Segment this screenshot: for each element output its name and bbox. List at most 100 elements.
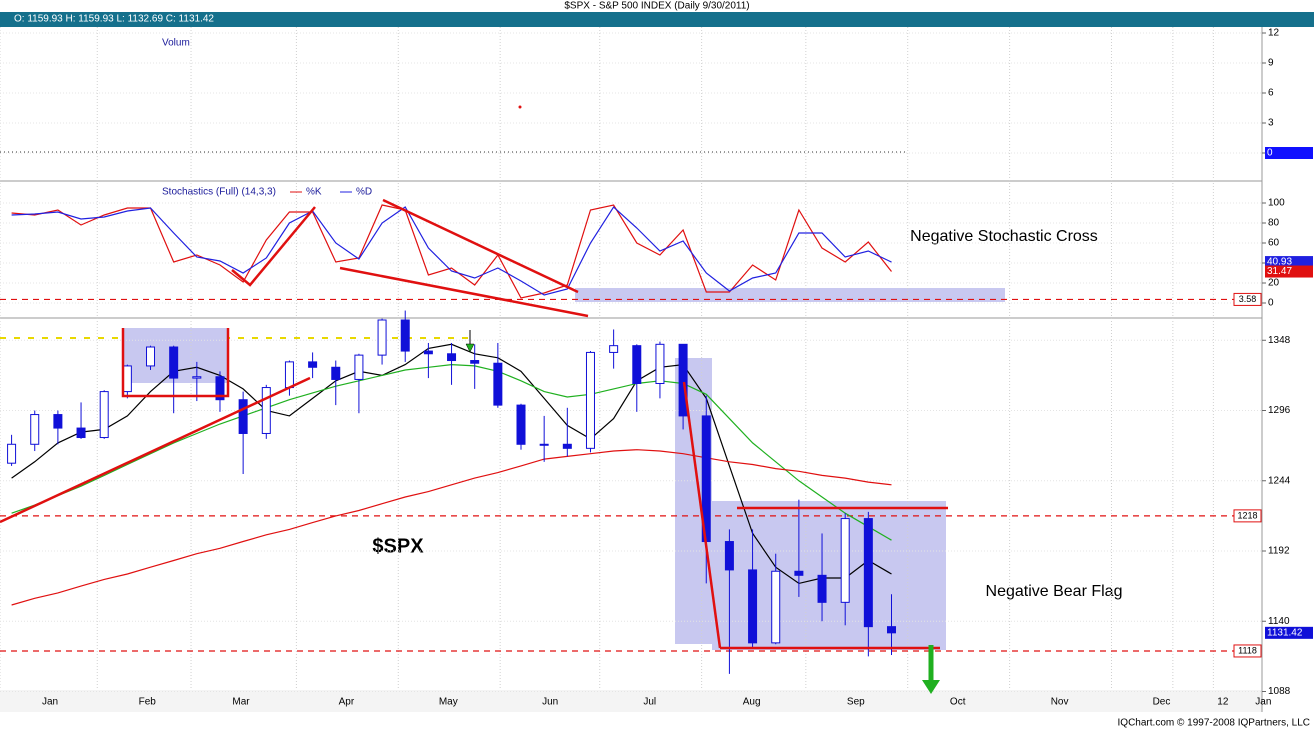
value-box — [1265, 256, 1313, 269]
value-box-label: 0 — [1267, 148, 1273, 159]
h-line-box — [1233, 292, 1262, 306]
trend-line — [231, 206, 316, 287]
legend-label: %D — [356, 187, 372, 198]
value-box-label: 40.93 — [1267, 257, 1292, 268]
down-arrow-head — [922, 680, 940, 694]
candle-body — [30, 414, 40, 445]
candle-body — [423, 350, 433, 355]
y-tick-label: 100 — [1268, 198, 1285, 209]
trend-lines — [0, 198, 948, 650]
candle-body — [215, 376, 225, 401]
candle-body — [516, 404, 526, 445]
y-tick-label: 1088 — [1268, 686, 1291, 697]
y-tick-label: 1244 — [1268, 475, 1291, 486]
stoch-zone — [575, 288, 1005, 302]
y-tick-label: 3 — [1268, 118, 1274, 129]
x-tick-label: Nov — [1051, 697, 1069, 708]
candle-body — [99, 391, 109, 439]
value-box — [1265, 265, 1313, 278]
x-axis-band — [0, 690, 1262, 712]
candle-body — [562, 443, 572, 449]
candle-body — [748, 569, 758, 644]
candle-body — [771, 570, 781, 644]
candle-body — [493, 362, 503, 406]
h-line-box — [1233, 644, 1262, 658]
candle-body — [7, 443, 17, 464]
volume-title: Volum — [162, 38, 190, 49]
candle-body — [470, 360, 480, 364]
y-tick-label: 9 — [1268, 58, 1274, 69]
trend-line — [382, 198, 579, 294]
x-tick-label: Jan — [42, 697, 58, 708]
y-tick-label: 1296 — [1268, 405, 1291, 416]
x-tick-label: Mar — [232, 697, 250, 708]
x-tick-label: May — [439, 697, 458, 708]
candle-body — [447, 353, 457, 362]
candle-body — [655, 343, 665, 384]
stoch-line — [11, 206, 892, 296]
trend-line — [682, 381, 722, 649]
annotation: Negative Stochastic Cross — [910, 228, 1098, 245]
candle-body — [400, 319, 410, 352]
h-line-label: 1218 — [1237, 510, 1257, 520]
value-box-label: 31.47 — [1267, 266, 1292, 277]
y-tick-label: 1348 — [1268, 335, 1291, 346]
candle-body — [308, 361, 318, 368]
x-tick-label: Apr — [339, 697, 355, 708]
x-tick-label: Jul — [643, 697, 656, 708]
candle-body — [122, 365, 132, 393]
ohlc-text: O: 1159.93 H: 1159.93 L: 1132.69 C: 1131… — [14, 14, 214, 25]
candle-body — [724, 541, 734, 571]
candle-body — [354, 354, 364, 380]
chart-title: $SPX - S&P 500 INDEX (Daily 9/30/2011) — [564, 1, 749, 12]
candle-body — [261, 387, 271, 434]
h-line-label: 3.58 — [1239, 294, 1257, 304]
trend-line — [339, 266, 589, 318]
candle-body — [284, 361, 294, 389]
annotation: Negative Bear Flag — [986, 583, 1123, 600]
candle-body — [169, 346, 179, 379]
candle-body — [539, 443, 549, 446]
y-tick-label: 80 — [1268, 218, 1280, 229]
candle-body — [632, 345, 642, 384]
y-tick-label: 12 — [1268, 28, 1280, 39]
value-box-label: 1131.42 — [1267, 627, 1303, 638]
value-box — [1265, 147, 1313, 159]
marks: Jan Feb Mar Apr May Jun Jul Aug Sep Oct Nov Dec 12 Ja… — [0, 27, 1313, 708]
candle-body — [53, 414, 63, 429]
candle-body — [609, 345, 619, 353]
footer: IQChart.com © 1997-2008 IQPartners, LLC — [1118, 718, 1310, 729]
y-tick-label: 60 — [1268, 238, 1280, 249]
candle-body — [76, 427, 86, 439]
trend-line — [121, 328, 230, 398]
x-tick-label: Jan — [1255, 697, 1271, 708]
y-tick-label: 0 — [1268, 298, 1274, 309]
candle-body — [585, 351, 595, 449]
candle-body — [863, 518, 873, 628]
x-tick-label: Feb — [139, 697, 157, 708]
flag-zone — [712, 501, 946, 650]
x-tick-label: 12 — [1217, 697, 1229, 708]
y-tick-label: 20 — [1268, 278, 1280, 289]
x-tick-label: Dec — [1153, 697, 1171, 708]
candle-body — [678, 343, 688, 417]
info-bar — [0, 12, 1314, 27]
h-line-label: 1118 — [1238, 645, 1257, 655]
x-tick-label: Sep — [847, 697, 865, 708]
stoch-line — [11, 204, 892, 299]
candle-body — [817, 574, 827, 603]
volume-dot — [518, 105, 522, 109]
candle-body — [238, 399, 248, 434]
x-tick-label: Oct — [950, 697, 966, 708]
x-tick-label: Aug — [743, 697, 761, 708]
candle-body — [377, 319, 387, 356]
y-tick-label: 1140 — [1268, 616, 1290, 627]
stoch-title: Stochastics (Full) (14,3,3) — [162, 187, 276, 198]
candle-body — [840, 518, 850, 603]
y-tick-label: 1192 — [1268, 546, 1290, 557]
candle-body — [331, 366, 341, 380]
value-box — [1265, 626, 1313, 639]
candle-body — [887, 626, 897, 634]
candle-body — [794, 570, 804, 576]
